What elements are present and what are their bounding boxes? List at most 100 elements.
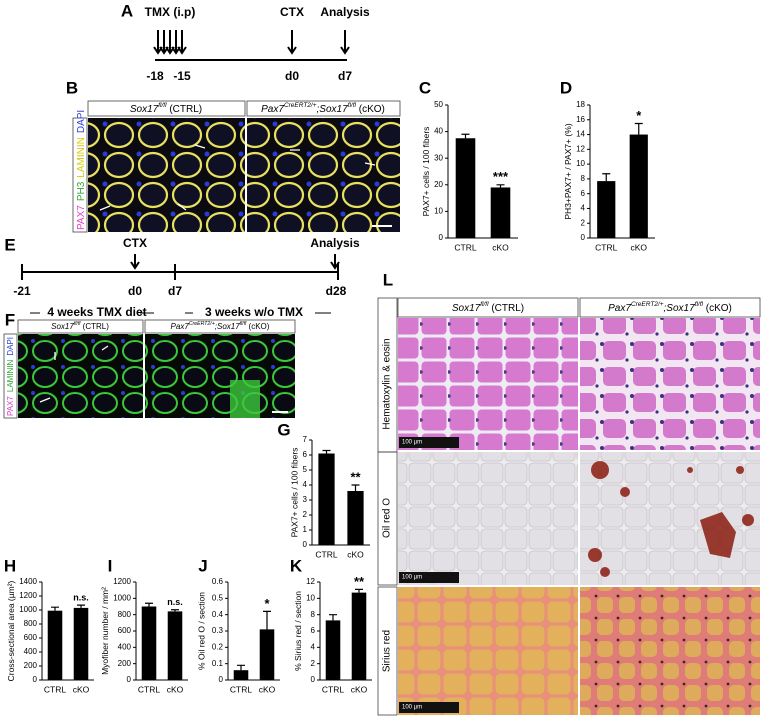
bar [347, 491, 364, 545]
oil-droplets [588, 461, 754, 577]
error-bar [351, 484, 360, 491]
y-axis-label: PAX7+ cells / 100 fibers [421, 127, 431, 217]
micrograph [398, 587, 578, 715]
y-axis-label: Cross-sectional area (µm²) [6, 580, 16, 681]
y-tick-label: 4 [581, 204, 586, 213]
error-bar [237, 664, 245, 671]
x-tick-label: cKO [73, 684, 90, 694]
frames [3, 100, 761, 716]
header-part: Sox17 [51, 322, 74, 331]
header-part: ;Sox17 [664, 303, 696, 314]
y-tick-label: 2 [303, 510, 308, 519]
y-tick-label: 6 [303, 450, 308, 459]
column-header: Pax7CreERT2/+;Sox17fl/fl (cKO) [171, 321, 270, 331]
micrograph [88, 118, 245, 232]
row-label: Oil red O [382, 498, 393, 538]
bar [629, 134, 648, 238]
panel-letter: G [277, 420, 290, 439]
header-part: (CTRL) [489, 303, 525, 314]
bar [259, 629, 275, 680]
stain: DAPI [76, 110, 87, 133]
panel-letter: F [5, 310, 15, 329]
timeline-day: d28 [326, 284, 347, 298]
y-tick-label: 1200 [19, 591, 37, 600]
timeline-label: Analysis [310, 236, 360, 250]
y-axis-label: Myofiber number / mm² [100, 587, 110, 675]
y-tick-label: 0.3 [212, 626, 224, 635]
column-header: Sox17fl/fl (CTRL) [51, 321, 109, 331]
y-axis-label: PAX7+ cells / 100 fibers [290, 448, 300, 538]
x-tick-label: CTRL [454, 242, 476, 252]
x-tick-label: cKO [259, 684, 276, 694]
micrograph [398, 452, 578, 585]
header-part: ;Sox17 [317, 104, 349, 115]
y-tick-label: 30 [434, 153, 443, 162]
column-header: Pax7CreERT2/+;Sox17fl/fl (cKO) [608, 301, 732, 313]
micrograph [580, 452, 760, 585]
bar [318, 453, 335, 545]
y-tick-label: 2 [581, 218, 586, 227]
x-tick-label: cKO [167, 684, 184, 694]
bar [325, 620, 341, 680]
stain: LAMININ [6, 359, 15, 392]
error-bar [77, 604, 85, 608]
timeline-day: d0 [285, 69, 299, 83]
y-tick-label: 600 [24, 633, 38, 642]
panel-letter: K [290, 556, 303, 575]
header-part: (CTRL) [80, 322, 109, 331]
error-bar [461, 133, 470, 139]
panel-letter: A [121, 1, 133, 20]
header-part: Pax7 [261, 104, 284, 115]
y-tick-label: 0.1 [212, 659, 224, 668]
bar [141, 606, 157, 680]
y-tick-label: 0 [311, 675, 316, 684]
micrographs [18, 118, 760, 715]
y-tick-label: 0 [581, 233, 586, 242]
header-part: (cKO) [356, 104, 385, 115]
significance: * [636, 108, 642, 123]
micrograph [580, 587, 760, 715]
y-tick-label: 18 [576, 100, 585, 109]
timeline-a [153, 30, 350, 61]
bar [351, 592, 367, 680]
timeline-label: CTX [123, 236, 147, 250]
x-tick-label: CTRL [315, 549, 337, 559]
y-tick-label: 0.5 [212, 593, 224, 602]
significance: n.s. [73, 592, 89, 602]
y-tick-label: 400 [24, 647, 38, 656]
header-part: Sox17 [130, 104, 159, 115]
column-header: Sox17fl/fl (CTRL) [452, 301, 524, 313]
error-bar [51, 606, 59, 611]
y-tick-label: 1 [303, 525, 308, 534]
x-tick-label: cKO [351, 684, 368, 694]
arrows [39, 144, 376, 403]
y-tick-label: 12 [306, 577, 315, 586]
timeline-label: Analysis [320, 5, 370, 19]
header-part: CreERT2/+ [189, 321, 215, 327]
y-tick-label: 800 [24, 619, 38, 628]
scale-bar-label: 100 µm [402, 575, 422, 581]
header-part: ;Sox17 [215, 322, 240, 331]
y-tick-label: 10 [306, 593, 315, 602]
y-tick-label: 1000 [19, 605, 37, 614]
y-tick-label: 1400 [19, 577, 37, 586]
y-axis-label: % Oil red O / section [196, 592, 206, 670]
panel-letter: D [560, 78, 572, 97]
y-tick-label: 8 [581, 174, 586, 183]
micrograph [145, 334, 295, 418]
timeline-period: 4 weeks TMX diet [47, 305, 146, 319]
panel-letter: J [198, 556, 207, 575]
y-tick-label: 40 [434, 127, 443, 136]
scale-bar-boxes [399, 437, 459, 713]
y-tick-label: 4 [303, 480, 308, 489]
y-tick-label: 12 [576, 144, 585, 153]
y-tick-label: 50 [434, 100, 443, 109]
timeline-day: d0 [128, 284, 142, 298]
y-tick-label: 0 [219, 675, 224, 684]
y-tick-label: 16 [576, 115, 585, 124]
header-part: CreERT2/+ [284, 102, 317, 109]
header-part: fl/fl [480, 301, 489, 308]
stain: LAMININ [76, 137, 87, 178]
header-part: Sox17 [452, 303, 481, 314]
